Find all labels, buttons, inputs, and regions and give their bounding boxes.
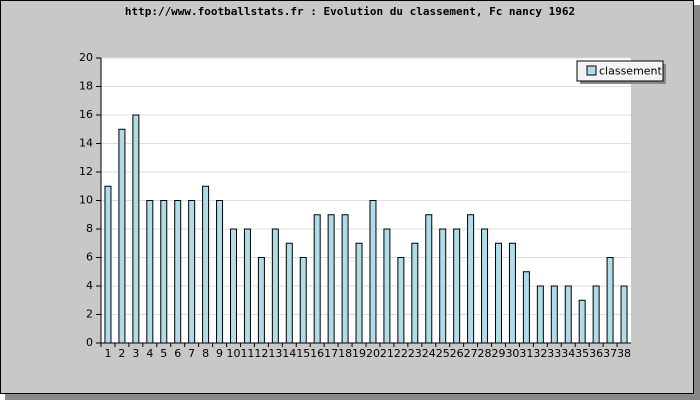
x-tick-label: 28 — [478, 347, 492, 360]
y-tick-label: 10 — [79, 194, 93, 207]
x-tick-label: 35 — [575, 347, 589, 360]
x-tick-label: 21 — [380, 347, 394, 360]
bar — [216, 200, 224, 344]
y-tick-label: 2 — [86, 308, 93, 321]
x-tick-label: 1 — [104, 347, 111, 360]
bar — [467, 214, 475, 344]
legend-swatch — [586, 65, 597, 76]
y-tick-label: 12 — [79, 165, 93, 178]
x-tick-label: 20 — [366, 347, 380, 360]
x-tick-label: 22 — [394, 347, 408, 360]
bar — [369, 200, 377, 344]
x-tick-label: 4 — [146, 347, 153, 360]
bar — [481, 228, 489, 344]
x-tick-label: 36 — [589, 347, 603, 360]
y-tick-label: 8 — [86, 222, 93, 235]
bar — [243, 228, 251, 344]
x-tick-label: 8 — [202, 347, 209, 360]
bar — [383, 228, 391, 344]
bar — [439, 228, 447, 344]
x-tick-label: 26 — [450, 347, 464, 360]
bar — [425, 214, 433, 344]
y-tick-label: 4 — [86, 279, 93, 292]
x-tick-label: 32 — [533, 347, 547, 360]
bar — [620, 285, 628, 344]
x-tick-label: 37 — [603, 347, 617, 360]
bar — [118, 128, 126, 344]
bar — [564, 285, 572, 344]
x-tick-label: 29 — [492, 347, 506, 360]
x-tick-label: 3 — [132, 347, 139, 360]
y-tick-label: 6 — [86, 251, 93, 264]
x-tick-label: 10 — [227, 347, 241, 360]
x-tick-label: 23 — [408, 347, 422, 360]
bar — [257, 257, 265, 344]
bar — [160, 200, 168, 344]
bar — [522, 271, 530, 344]
bar — [355, 242, 363, 344]
x-tick-label: 2 — [118, 347, 125, 360]
bar — [341, 214, 349, 344]
x-tick-label: 6 — [174, 347, 181, 360]
bar — [313, 214, 321, 344]
bar — [202, 185, 210, 344]
x-tick-label: 27 — [464, 347, 478, 360]
bar — [578, 299, 586, 344]
x-tick-label: 13 — [268, 347, 282, 360]
bar — [188, 200, 196, 344]
x-tick-label: 7 — [188, 347, 195, 360]
y-tick-label: 0 — [86, 336, 93, 349]
bar — [411, 242, 419, 344]
legend-box — [576, 60, 664, 82]
bar — [285, 242, 293, 344]
x-tick-label: 18 — [338, 347, 352, 360]
x-tick-label: 33 — [547, 347, 561, 360]
bar — [132, 114, 140, 344]
chart-title: http://www.footballstats.fr : Evolution … — [125, 5, 575, 18]
bar — [536, 285, 544, 344]
x-tick-label: 34 — [561, 347, 575, 360]
x-tick-label: 38 — [617, 347, 631, 360]
bar — [174, 200, 182, 344]
bar — [508, 242, 516, 344]
bar — [271, 228, 279, 344]
bar — [327, 214, 335, 344]
x-tick-label: 16 — [310, 347, 324, 360]
x-tick-label: 30 — [505, 347, 519, 360]
x-tick-label: 24 — [422, 347, 436, 360]
x-tick-label: 15 — [296, 347, 310, 360]
bar — [230, 228, 237, 344]
bar — [592, 285, 600, 344]
y-tick-label: 14 — [79, 137, 93, 150]
bar — [495, 242, 502, 344]
y-tick-label: 20 — [79, 51, 93, 64]
x-tick-label: 14 — [282, 347, 296, 360]
y-tick-label: 16 — [79, 108, 93, 121]
bar — [104, 185, 112, 344]
x-tick-label: 9 — [216, 347, 223, 360]
legend-label: classement — [599, 65, 663, 78]
bar — [453, 228, 461, 344]
bar — [299, 257, 307, 344]
x-tick-label: 11 — [240, 347, 254, 360]
y-tick-label: 18 — [79, 80, 93, 93]
x-tick-label: 5 — [160, 347, 167, 360]
x-tick-label: 19 — [352, 347, 366, 360]
bar — [146, 200, 154, 344]
x-tick-label: 17 — [324, 347, 338, 360]
x-tick-label: 12 — [254, 347, 268, 360]
x-tick-label: 31 — [519, 347, 533, 360]
bar — [550, 285, 558, 344]
bar — [397, 257, 405, 344]
bar — [606, 257, 614, 344]
x-tick-label: 25 — [436, 347, 450, 360]
